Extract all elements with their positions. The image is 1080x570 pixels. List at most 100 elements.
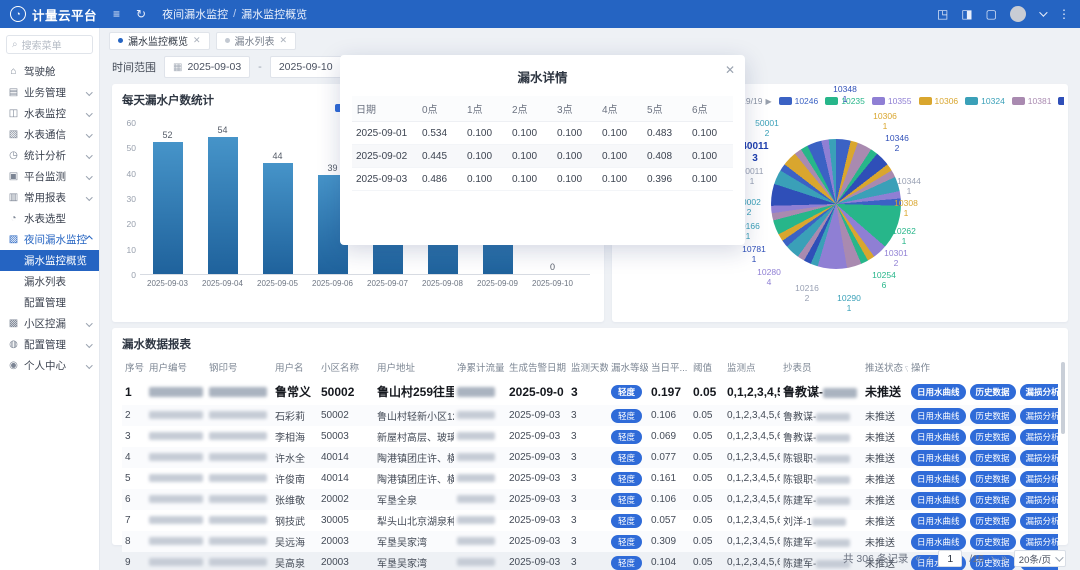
- redacted-value: [209, 537, 267, 546]
- address-cell: 军垦吴家湾: [377, 559, 427, 570]
- action-button[interactable]: 漏损分析: [1019, 533, 1058, 550]
- meter-reader-name: 刘洋-1: [783, 517, 812, 528]
- sidebar-item[interactable]: ▧ 水表通信: [0, 124, 99, 145]
- page-size-select[interactable]: 20条/页: [1013, 550, 1066, 567]
- modal-table-row[interactable]: 2025-09-01 0.534 0.100 0.100 0.100 0.100 0.483…: [352, 121, 733, 145]
- action-button[interactable]: 漏损分析: [1019, 383, 1058, 400]
- hamburger-menu-icon[interactable]: ≡: [113, 7, 121, 21]
- current-page-input[interactable]: 1: [938, 550, 963, 567]
- action-button[interactable]: 历史数据: [969, 554, 1016, 570]
- sidebar-item[interactable]: ▤ 业务管理: [0, 82, 99, 103]
- legend-item[interactable]: 10324: [965, 96, 1005, 106]
- legend-item[interactable]: 1: [1058, 96, 1064, 106]
- action-button[interactable]: 历史数据: [969, 407, 1016, 424]
- legend-next-icon[interactable]: ▶: [765, 96, 772, 106]
- legend-item[interactable]: 10246: [778, 96, 818, 106]
- table-scrollbar[interactable]: [1061, 362, 1065, 434]
- close-icon[interactable]: ✕: [724, 63, 735, 77]
- action-button[interactable]: 历史数据: [969, 449, 1016, 466]
- translate-icon[interactable]: ◨: [961, 7, 973, 21]
- table-row[interactable]: 3 李相海 50003 新屋村高层、玻璃栏 2025-09-03 3 轻度 0.069 0.05…: [122, 426, 1058, 447]
- table-row[interactable]: 7 钢技武 30005 犁头山北京湖泉种植 2025-09-03 3 轻度 0.057 0.05…: [122, 510, 1058, 531]
- monitor-days-cell: 3: [571, 431, 577, 442]
- action-button[interactable]: 历史数据: [969, 533, 1016, 550]
- end-date-input[interactable]: 2025-09-10: [269, 56, 342, 78]
- bar[interactable]: [262, 162, 293, 274]
- legend-item[interactable]: 10381: [1011, 96, 1051, 106]
- table-row[interactable]: 8 吴远海 20003 军垦吴家湾 2025-09-03 3 轻度 0.309 0.05 0,1,…: [122, 531, 1058, 552]
- action-button[interactable]: 历史数据: [969, 428, 1016, 445]
- close-icon[interactable]: ✕: [193, 35, 201, 45]
- sidebar-item[interactable]: ▣ 平台监测: [0, 166, 99, 187]
- sidebar-item[interactable]: ▥ 常用报表: [0, 187, 99, 208]
- action-button[interactable]: 日用水曲线: [911, 491, 966, 508]
- action-button[interactable]: 漏损分析: [1019, 428, 1058, 445]
- sidebar-item[interactable]: ◫ 水表监控: [0, 103, 99, 124]
- action-button[interactable]: 漏损分析: [1019, 491, 1058, 508]
- sidebar-item[interactable]: ⌂ 驾驶舱: [0, 61, 99, 82]
- table-row[interactable]: 6 张维敬 20002 军垦全泉 2025-09-03 3 轻度 0.106 0.05 0,1,2…: [122, 489, 1058, 510]
- legend-item[interactable]: 10306: [918, 96, 958, 106]
- table-row[interactable]: 1 鲁常义 50002 鲁山村259往里 2025-09-0 3 轻度 0.197 0.05 0,…: [122, 378, 1058, 405]
- modal-column-header: 2点: [508, 96, 553, 122]
- modal-cell: 0.486: [418, 167, 463, 191]
- action-button[interactable]: 历史数据: [969, 491, 1016, 508]
- next-page-button[interactable]: ›: [990, 553, 995, 564]
- action-button[interactable]: 漏损分析: [1019, 470, 1058, 487]
- sidebar-item[interactable]: ▩ 小区控漏: [0, 313, 99, 334]
- start-date-input[interactable]: ▦ 2025-09-03: [164, 56, 251, 78]
- column-header: 当日平...: [651, 363, 688, 374]
- action-button[interactable]: 日用水曲线: [911, 383, 966, 400]
- refresh-icon[interactable]: ↻: [136, 7, 147, 21]
- action-button[interactable]: 漏损分析: [1019, 512, 1058, 529]
- meter-reader-cell: 陈银职-: [780, 447, 862, 468]
- action-button[interactable]: 历史数据: [969, 383, 1016, 400]
- tab-active[interactable]: 漏水监控概览 ✕: [109, 31, 210, 50]
- action-button[interactable]: 历史数据: [969, 470, 1016, 487]
- sidebar-item[interactable]: ◔ 水表选型: [0, 208, 99, 229]
- action-button[interactable]: 日用水曲线: [911, 512, 966, 529]
- first-page-button[interactable]: «: [915, 553, 921, 564]
- sidebar-item[interactable]: ◍ 配置管理: [0, 334, 99, 355]
- action-button[interactable]: 日用水曲线: [911, 449, 966, 466]
- chevron-down-icon[interactable]: [1039, 8, 1048, 17]
- sidebar-item-label: 驾驶舱: [24, 66, 56, 78]
- sidebar-item[interactable]: 漏水列表: [0, 271, 99, 292]
- prev-page-button[interactable]: ‹: [927, 553, 932, 564]
- filter-icon[interactable]: ▽: [905, 366, 908, 373]
- fullscreen-icon[interactable]: ▢: [985, 7, 997, 21]
- legend-item[interactable]: 10355: [871, 96, 912, 106]
- sidebar-item[interactable]: ◷ 统计分析: [0, 145, 99, 166]
- bar-value-label: 54: [217, 125, 228, 136]
- action-button[interactable]: 日用水曲线: [911, 533, 966, 550]
- more-options-icon[interactable]: ⋮: [1058, 7, 1070, 21]
- pie-chart[interactable]: [771, 139, 901, 269]
- modal-table-row[interactable]: 2025-09-02 0.445 0.100 0.100 0.100 0.100 0.408…: [352, 144, 733, 168]
- modal-table-row[interactable]: 2025-09-03 0.486 0.100 0.100 0.100 0.100 0.396…: [352, 167, 733, 191]
- last-page-button[interactable]: »: [1001, 553, 1007, 564]
- sidebar-item[interactable]: ◉ 个人中心: [0, 355, 99, 376]
- action-button[interactable]: 漏损分析: [1019, 449, 1058, 466]
- bar[interactable]: [207, 137, 238, 274]
- bar[interactable]: [152, 142, 183, 274]
- pie-label-value: 2: [893, 258, 899, 269]
- tab[interactable]: 漏水列表 ✕: [215, 31, 297, 50]
- action-button[interactable]: 历史数据: [969, 512, 1016, 529]
- monitor-share-icon[interactable]: ◳: [936, 7, 949, 21]
- sidebar-item[interactable]: 配置管理: [0, 292, 99, 313]
- action-button[interactable]: 日用水曲线: [911, 407, 966, 424]
- action-button[interactable]: 漏损分析: [1019, 407, 1058, 424]
- sidebar-item[interactable]: ▨ 夜间漏水监控: [0, 229, 99, 250]
- action-button[interactable]: 日用水曲线: [911, 428, 966, 445]
- seal-number-cell: [206, 468, 272, 489]
- breadcrumb-level1[interactable]: 夜间漏水监控: [162, 9, 229, 21]
- sidebar-search-input[interactable]: ⌕ 搜索菜单: [6, 35, 93, 54]
- legend-item[interactable]: 10235: [825, 96, 865, 106]
- table-row[interactable]: 5 许俊南 40014 陶港镇团庄许、横堤 2025-09-03 3 轻度 0.161 0.05…: [122, 468, 1058, 489]
- avatar[interactable]: [1010, 6, 1026, 22]
- close-icon[interactable]: ✕: [279, 35, 288, 45]
- action-button[interactable]: 日用水曲线: [911, 470, 966, 487]
- sidebar-item-active[interactable]: 漏水监控概览: [0, 250, 99, 271]
